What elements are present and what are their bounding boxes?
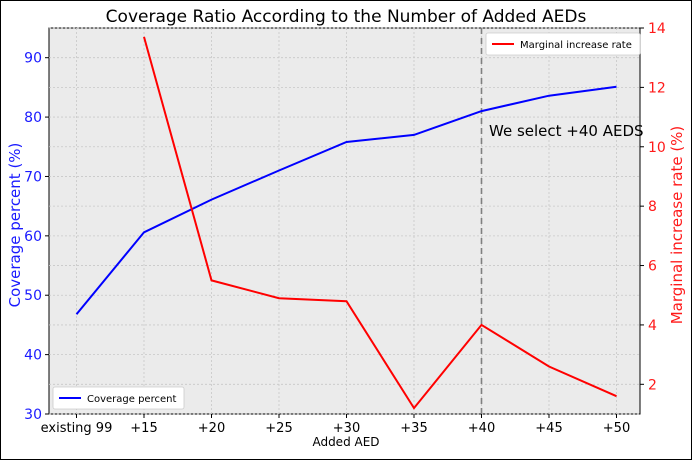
- legend-marginal: Marginal increase rate: [485, 32, 641, 56]
- y-left-tick-label: 80: [24, 110, 42, 126]
- x-axis-label: Added AED: [312, 435, 379, 449]
- x-tick-label: +20: [198, 421, 225, 436]
- y-left-tick-label: 50: [24, 288, 42, 304]
- ticks: 30 40 50 60 70 80 90 2 4 6 8 10 12 14 existing 99 +15 +2…: [24, 21, 666, 436]
- y-right-tick-label: 2: [648, 377, 657, 393]
- x-tick-label: +30: [333, 421, 360, 436]
- grid: [49, 27, 640, 415]
- legend-marginal-box: [485, 32, 641, 56]
- y-left-tick-label: 60: [24, 229, 42, 245]
- y-left-tick-label: 70: [24, 169, 42, 185]
- chart-title: Coverage Ratio According to the Number o…: [106, 7, 587, 27]
- series-layer: [75, 36, 617, 410]
- plot-background: [48, 27, 641, 415]
- x-tick-label: +50: [603, 421, 630, 436]
- y-right-tick-label: 4: [648, 318, 657, 334]
- y-right-tick-label: 8: [648, 199, 657, 215]
- legend-coverage: Coverage percent: [52, 386, 185, 410]
- y-right-tick-label: 10: [648, 140, 666, 156]
- legend-marginal-label: Marginal increase rate: [520, 40, 632, 51]
- y-left-tick-label: 90: [24, 51, 42, 67]
- x-tick-label: +45: [535, 421, 562, 436]
- y-right-tick-label: 14: [648, 21, 666, 37]
- x-tick-label: +35: [400, 421, 427, 436]
- y-left-tick-label: 40: [24, 348, 42, 364]
- y-axis-left-label: Coverage percent (%): [6, 143, 24, 308]
- x-tick-label: existing 99: [41, 421, 113, 436]
- series-line-coverage: [75, 85, 617, 315]
- legend-coverage-box: [52, 386, 185, 410]
- x-tick-label: +25: [265, 421, 292, 436]
- y-right-tick-label: 6: [648, 259, 657, 275]
- x-tick-label: +15: [130, 421, 157, 436]
- series-line-marginal-increase: [143, 36, 617, 410]
- y-axis-right-label: Marginal increase rate (%): [668, 126, 686, 325]
- y-left-tick-label: 30: [24, 407, 42, 423]
- plot-area: [48, 27, 641, 415]
- legend-coverage-label: Coverage percent: [87, 394, 176, 405]
- selection-annotation: We select +40 AEDS: [489, 122, 644, 140]
- x-tick-label: +40: [468, 421, 495, 436]
- y-right-tick-label: 12: [648, 80, 666, 96]
